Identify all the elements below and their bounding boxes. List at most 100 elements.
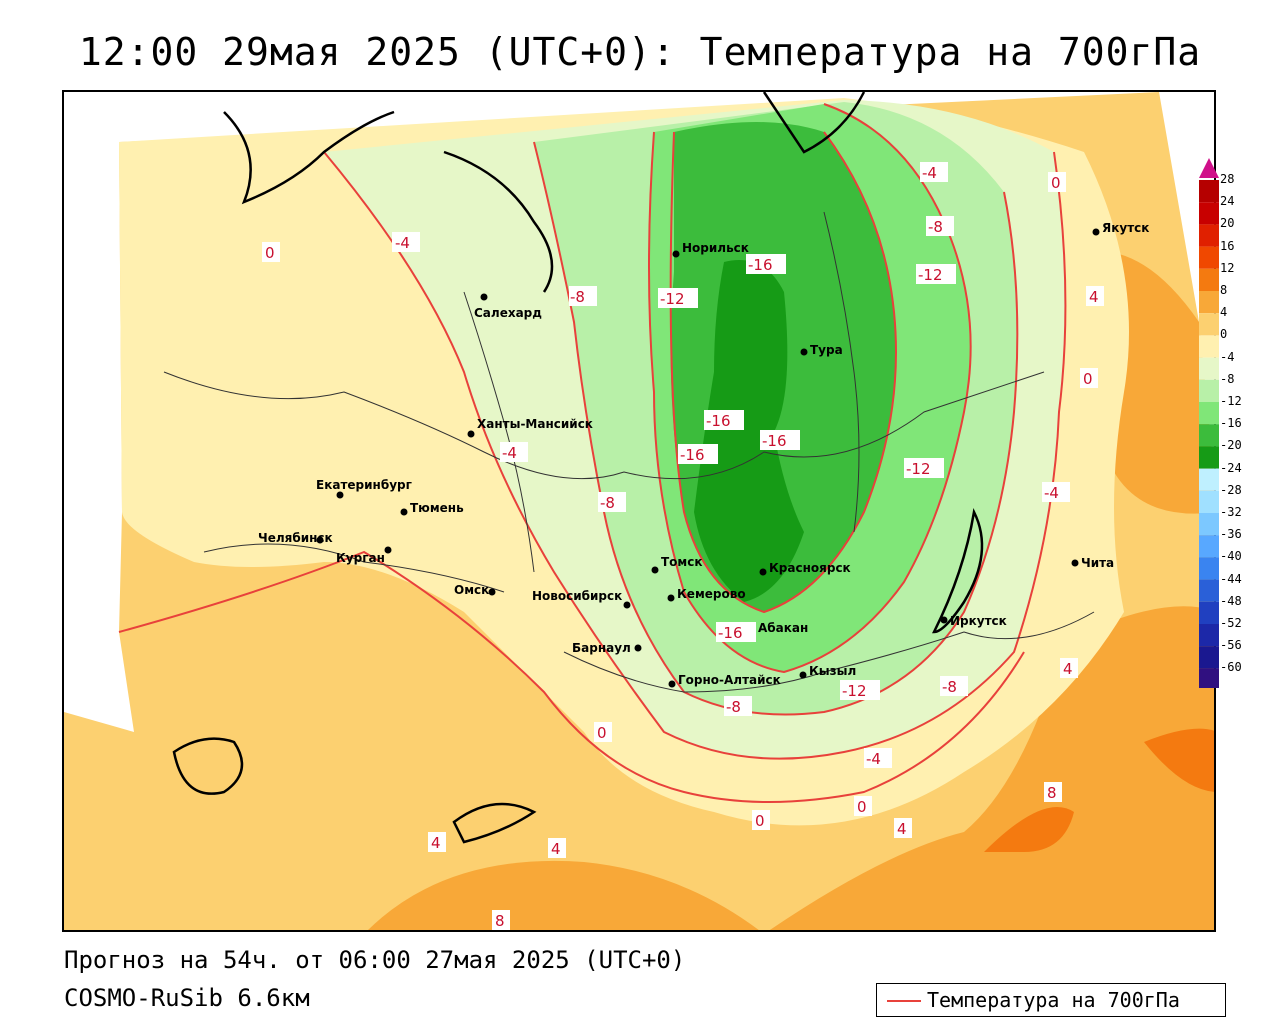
- scale-tick-label: -56: [1220, 638, 1242, 653]
- city-tomsk: Томск: [651, 555, 703, 574]
- scale-tick-label: -48: [1220, 593, 1242, 608]
- contour-labels: 0 -4 -8 -4 -8 -16 -12 -12 -8 -4 -16 -16 …: [262, 162, 1104, 930]
- svg-text:-16: -16: [762, 432, 787, 450]
- scale-swatch: [1199, 424, 1219, 447]
- city-gorno-altaysk: Горно-Алтайск: [668, 673, 781, 688]
- color-scale-bar: [1199, 158, 1219, 688]
- svg-text:Абакан: Абакан: [758, 621, 808, 635]
- model-caption: COSMO-RuSib 6.6км: [64, 984, 310, 1012]
- svg-text:-4: -4: [866, 750, 881, 768]
- city-kurgan: Курган: [336, 546, 392, 565]
- scale-tick-label: 4: [1220, 305, 1228, 320]
- svg-text:Якутск: Якутск: [1102, 221, 1149, 235]
- scale-swatch: [1199, 402, 1219, 425]
- svg-text:-8: -8: [928, 218, 943, 236]
- scale-swatch: [1199, 646, 1219, 669]
- city-norilsk: Норильск: [672, 241, 749, 258]
- svg-text:-12: -12: [842, 682, 867, 700]
- city-kemerovo: Кемерово: [667, 587, 746, 602]
- scale-tick-label: -44: [1220, 571, 1242, 586]
- svg-text:Томск: Томск: [661, 555, 703, 569]
- scale-tick-label: 8: [1220, 283, 1228, 297]
- svg-text:-16: -16: [718, 624, 743, 642]
- city-chita: Чита: [1071, 556, 1114, 570]
- temperature-map: Норильск Салехард Тура Якутск Ханты-Манс…: [64, 92, 1214, 930]
- city-omsk: Омск: [454, 583, 496, 597]
- city-khanty-mansiysk: Ханты-Мансийск: [467, 417, 593, 438]
- scale-tick-label: -12: [1220, 394, 1242, 408]
- svg-text:-12: -12: [918, 266, 943, 284]
- svg-text:4: 4: [897, 820, 907, 838]
- svg-text:-4: -4: [1044, 484, 1059, 502]
- scale-swatch: [1199, 668, 1219, 688]
- svg-text:Омск: Омск: [454, 583, 489, 597]
- svg-text:Чита: Чита: [1081, 556, 1114, 570]
- city-barnaul: Барнаул: [572, 641, 642, 655]
- svg-text:Барнаул: Барнаул: [572, 641, 631, 655]
- scale-tick-label: -28: [1220, 482, 1242, 497]
- scale-tick-label: -40: [1220, 549, 1242, 564]
- svg-text:-12: -12: [906, 460, 931, 478]
- legend-label: Температура на 700гПа: [927, 988, 1180, 1012]
- svg-text:Горно-Алтайск: Горно-Алтайск: [678, 673, 781, 687]
- scale-swatch: [1199, 601, 1219, 624]
- warm-zone-12-b: [1144, 728, 1214, 792]
- svg-text:4: 4: [1063, 660, 1073, 678]
- scale-tick-label: -20: [1220, 438, 1242, 453]
- scale-swatch: [1199, 624, 1219, 647]
- city-chelyabinsk: Челябинск: [258, 531, 333, 545]
- svg-text:-4: -4: [502, 444, 517, 462]
- city-yakutsk: Якутск: [1092, 221, 1149, 236]
- svg-text:-16: -16: [748, 256, 773, 274]
- city-novosibirsk: Новосибирск: [532, 589, 631, 609]
- svg-text:0: 0: [755, 812, 765, 830]
- city-tyumen: Тюмень: [400, 501, 464, 516]
- svg-text:Иркутск: Иркутск: [950, 614, 1007, 628]
- scale-swatch: [1199, 335, 1219, 358]
- svg-text:8: 8: [1047, 784, 1057, 802]
- scale-max-arrow: [1199, 158, 1219, 178]
- svg-text:-8: -8: [942, 678, 957, 696]
- svg-text:-12: -12: [660, 290, 685, 308]
- svg-text:8: 8: [495, 912, 505, 930]
- svg-text:4: 4: [431, 834, 441, 852]
- scale-swatch: [1199, 224, 1219, 247]
- scale-tick-label: -60: [1220, 660, 1242, 675]
- scale-swatch: [1199, 490, 1219, 513]
- scale-tick-label: 16: [1220, 238, 1235, 253]
- city-tura: Тура: [800, 343, 843, 357]
- scale-swatch: [1199, 535, 1219, 558]
- legend-box: Температура на 700гПа: [876, 983, 1226, 1017]
- svg-text:-4: -4: [395, 234, 410, 252]
- svg-text:-8: -8: [570, 288, 585, 306]
- scale-tick-label: 12: [1220, 260, 1235, 275]
- scale-swatch: [1199, 291, 1219, 314]
- color-scale-labels: 28 24 20 16 12 8 4 0 -4 -8 -12 -16 -20 -24 -28 -32 -36 -4…: [1220, 170, 1280, 680]
- admin-borders: [163, 211, 1095, 693]
- svg-text:4: 4: [1089, 288, 1099, 306]
- scale-swatch: [1199, 468, 1219, 491]
- scale-tick-label: -16: [1220, 416, 1242, 431]
- city-krasnoyarsk: Красноярск: [759, 561, 851, 576]
- scale-swatch: [1199, 446, 1219, 469]
- scale-tick-label: -52: [1220, 616, 1242, 630]
- legend-line-swatch: [887, 1000, 921, 1002]
- city-kyzyl: Кызыл: [799, 664, 856, 679]
- scale-tick-label: -4: [1220, 349, 1235, 364]
- scale-swatch: [1199, 268, 1219, 291]
- city-irkutsk: Иркутск: [940, 614, 1007, 628]
- svg-text:Красноярск: Красноярск: [769, 561, 851, 575]
- map-panel: Норильск Салехард Тура Якутск Ханты-Манс…: [62, 90, 1216, 932]
- svg-text:0: 0: [265, 244, 275, 262]
- scale-swatch: [1199, 246, 1219, 269]
- svg-text:Норильск: Норильск: [682, 241, 749, 255]
- svg-text:0: 0: [1083, 370, 1093, 388]
- svg-text:0: 0: [1051, 174, 1061, 192]
- svg-text:Ханты-Мансийск: Ханты-Мансийск: [477, 417, 593, 431]
- scale-tick-label: -24: [1220, 460, 1242, 475]
- svg-text:-8: -8: [726, 698, 741, 716]
- scale-swatch: [1199, 313, 1219, 336]
- svg-text:Салехард: Салехард: [474, 306, 542, 320]
- scale-tick-label: -36: [1220, 527, 1242, 542]
- scale-tick-label: -32: [1220, 505, 1242, 519]
